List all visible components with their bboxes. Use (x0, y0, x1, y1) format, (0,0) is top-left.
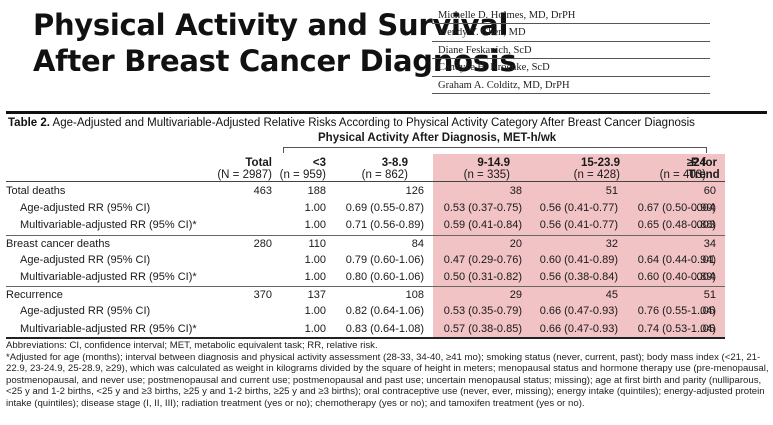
table-cell: 0.65 (0.48-0.88) (637, 219, 716, 232)
table-cell: 32 (605, 237, 618, 250)
adjustment-footnote: *Adjusted for age (months); interval bet… (6, 351, 769, 409)
table-cell: 34 (703, 237, 716, 250)
table-cell: 137 (307, 289, 326, 302)
table-cell: 1.00 (304, 271, 326, 283)
table-cell: 0.82 (0.64-1.06) (345, 305, 424, 318)
table-cell: 20 (509, 237, 522, 250)
super-header: Physical Activity After Diagnosis, MET-h… (318, 132, 557, 144)
abbreviations-note: Abbreviations: CI, confidence interval; … (6, 340, 378, 351)
table-cell: 108 (405, 289, 424, 302)
table-row: Multivariable-adjusted RR (95% CI)* 1.00 0… (6, 269, 725, 286)
table-cell: 51 (605, 185, 618, 197)
table-cell: .004 (693, 202, 715, 215)
super-header-bracket (283, 147, 707, 153)
table-cell: 0.76 (0.55-1.04) (637, 305, 716, 318)
table-cell: 0.79 (0.60-1.06) (345, 253, 424, 266)
row-label: Age-adjusted RR (95% CI) (20, 305, 151, 318)
table-cell: 1.00 (304, 322, 326, 335)
table-cell: 51 (703, 289, 716, 302)
table-cell: 110 (308, 237, 326, 250)
table-cell: 0.80 (0.60-1.06) (345, 271, 424, 283)
table-row: Age-adjusted RR (95% CI) 1.00 0.82 (0.64-1… (6, 303, 725, 320)
table-row: Age-adjusted RR (95% CI) 1.00 0.69 (0.55-0… (6, 200, 725, 217)
row-label: Age-adjusted RR (95% CI) (20, 202, 151, 215)
table-cell: 0.71 (0.56-0.89) (345, 219, 424, 232)
table-cell: 84 (411, 237, 424, 250)
column-header-lt3: <3 (n = 959) (279, 157, 326, 181)
table-row: Breast cancer deaths 280 110 84 20 32 34 (6, 234, 725, 252)
table-cell: 0.67 (0.50-0.90) (637, 202, 716, 215)
article-title: Physical Activity and Survival After Bre… (33, 7, 517, 79)
table-cell: 0.50 (0.31-0.82) (443, 271, 522, 283)
table-cell: 463 (253, 185, 272, 197)
article-title-line-2: After Breast Cancer Diagnosis (33, 44, 517, 78)
table-cell: 0.60 (0.41-0.89) (539, 253, 618, 266)
table-cell: 1.00 (304, 253, 326, 266)
author-list: Michelle D. Holmes, MD, DrPH Wendy Y. Ch… (432, 7, 710, 94)
table-caption-text: Age-Adjusted and Multivariable-Adjusted … (52, 117, 695, 129)
table-cell: 60 (703, 185, 716, 197)
column-header-3-8.9: 3-8.9 (n = 862) (361, 157, 408, 181)
table-cell: .003 (693, 219, 715, 232)
table-cell: 0.56 (0.38-0.84) (539, 271, 618, 283)
table-cell: 0.60 (0.40-0.89) (637, 271, 716, 283)
row-label: Multivariable-adjusted RR (95% CI)* (20, 271, 197, 283)
table-cell: 0.56 (0.41-0.77) (539, 219, 618, 232)
row-label: Age-adjusted RR (95% CI) (20, 253, 151, 266)
row-label: Recurrence (6, 289, 63, 302)
table-cell: 370 (253, 289, 272, 302)
table-cell: 126 (405, 185, 424, 197)
column-header-9-14.9: 9-14.9 (n = 335) (463, 157, 510, 181)
author-name: Candyce H. Kroenke, ScD (432, 59, 710, 77)
table-cell: 38 (509, 185, 522, 197)
table-cell: 1.00 (304, 305, 326, 318)
table-cell: 0.57 (0.38-0.85) (443, 322, 522, 335)
column-header-15-23.9: 15-23.9 (n = 428) (573, 157, 620, 181)
table-cell: 0.56 (0.41-0.77) (539, 202, 618, 215)
table-cell: .01 (699, 253, 715, 266)
table-cell: 0.59 (0.41-0.84) (443, 219, 522, 232)
author-name: Graham A. Colditz, MD, DrPH (432, 77, 710, 94)
table-cell: .05 (699, 322, 715, 335)
header-rule (6, 181, 725, 182)
table-cell: 0.83 (0.64-1.08) (345, 322, 424, 335)
table-bottom-rule (6, 337, 725, 339)
row-label: Total deaths (6, 185, 66, 197)
table-cell: 1.00 (304, 219, 326, 232)
table-row: Multivariable-adjusted RR (95% CI)* 1.00 0… (6, 321, 725, 338)
table-cell: 0.66 (0.47-0.93) (539, 305, 618, 318)
author-name: Michelle D. Holmes, MD, DrPH (432, 7, 710, 25)
table-cell: 45 (605, 289, 618, 302)
row-label: Multivariable-adjusted RR (95% CI)* (20, 322, 197, 335)
table-cell: .05 (699, 305, 715, 318)
table-cell: 188 (307, 185, 326, 197)
column-header-p-trend: P for Trend (688, 157, 720, 181)
author-name: Wendy Y. Chen, MD (432, 24, 710, 42)
table-cell: 280 (253, 237, 272, 250)
table-cell: 29 (509, 289, 522, 302)
table-row: Multivariable-adjusted RR (95% CI)* 1.00 0… (6, 217, 725, 234)
table-row: Recurrence 370 137 108 29 45 51 (6, 286, 725, 303)
table-caption: Table 2. Age-Adjusted and Multivariable-… (6, 111, 767, 129)
table-label: Table 2. (8, 117, 50, 129)
table-cell: 0.64 (0.44-0.94) (637, 253, 716, 266)
table-cell: 1.00 (304, 202, 326, 215)
highlight-region (433, 154, 725, 339)
table-cell: 0.66 (0.47-0.93) (539, 322, 618, 335)
article-title-line-1: Physical Activity and Survival (33, 8, 509, 42)
table-cell: 0.74 (0.53-1.04) (637, 322, 716, 335)
table-cell: 0.69 (0.55-0.87) (345, 202, 424, 215)
column-header-ge24: ≥24 (n = 403) (659, 157, 706, 181)
row-label: Multivariable-adjusted RR (95% CI)* (20, 219, 197, 232)
row-label: Breast cancer deaths (6, 237, 110, 250)
table-cell: 0.47 (0.29-0.76) (443, 253, 522, 266)
table-notes: Abbreviations: CI, confidence interval; … (6, 340, 770, 410)
author-name: Diane Feskanich, ScD (432, 42, 710, 60)
table-cell: 0.53 (0.37-0.75) (443, 202, 522, 215)
table-cell: 0.53 (0.35-0.79) (443, 305, 522, 318)
table-row: Age-adjusted RR (95% CI) 1.00 0.79 (0.60-1… (6, 252, 725, 269)
table-row: Total deaths 463 188 126 38 51 60 (6, 183, 725, 200)
column-header-total: Total (N = 2987) (217, 157, 272, 181)
table-cell: .004 (693, 271, 715, 283)
